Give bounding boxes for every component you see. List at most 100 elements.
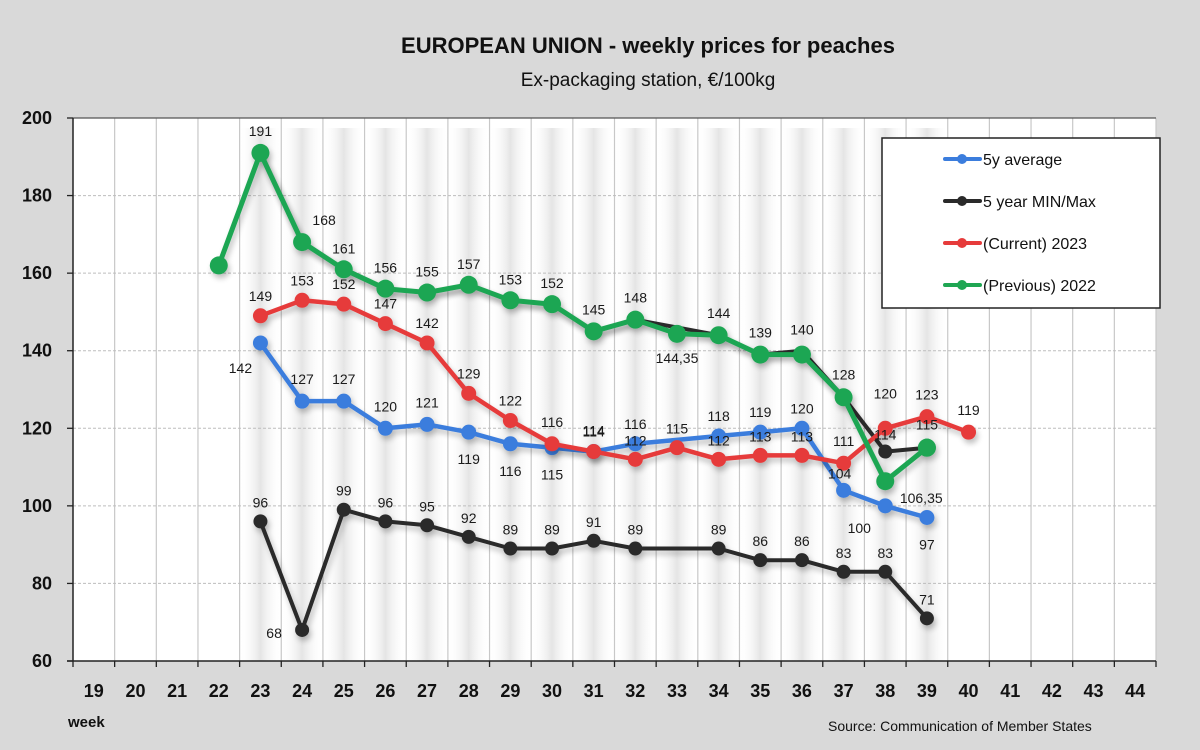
avg-point bbox=[461, 424, 477, 440]
source-note: Source: Communication of Member States bbox=[828, 718, 1092, 734]
y-tick-label: 180 bbox=[22, 186, 52, 206]
avg-data-label: 116 bbox=[499, 463, 522, 479]
min-line bbox=[258, 507, 929, 632]
min-data-label: 86 bbox=[752, 533, 768, 549]
column-shade bbox=[406, 128, 448, 661]
current-point bbox=[794, 447, 810, 463]
previous-data-label: 191 bbox=[249, 123, 273, 139]
current-data-label: 123 bbox=[915, 387, 939, 403]
x-tick-label: 43 bbox=[1084, 681, 1104, 701]
min-data-label: 96 bbox=[253, 494, 269, 510]
chart-subtitle: Ex-packaging station, €/100kg bbox=[521, 70, 776, 91]
legend-item: 5y average bbox=[943, 152, 1062, 169]
data-labels: 142 127 127 120 121 119 116 115 114 116 118 119 120 1… bbox=[229, 123, 980, 641]
previous-point bbox=[459, 275, 478, 294]
max-point bbox=[878, 444, 893, 459]
current-data-label: 114 bbox=[583, 423, 606, 439]
current-point bbox=[919, 409, 935, 425]
current-point bbox=[836, 455, 852, 471]
x-tick-label: 32 bbox=[625, 681, 645, 701]
current-data-label: 111 bbox=[833, 433, 854, 449]
min-point bbox=[794, 553, 809, 568]
current-point bbox=[544, 436, 560, 452]
previous-point bbox=[584, 322, 603, 341]
min-point bbox=[878, 564, 893, 579]
previous-point bbox=[917, 438, 936, 457]
column-shade bbox=[364, 128, 407, 661]
x-tick-label: 37 bbox=[834, 681, 854, 701]
x-tick-label: 21 bbox=[167, 681, 187, 701]
x-tick-label: 25 bbox=[334, 681, 354, 701]
avg-data-label: 104 bbox=[828, 465, 852, 481]
avg-data-label: 114 bbox=[583, 424, 606, 440]
current-data-label: 119 bbox=[957, 402, 980, 418]
avg-data-label: 121 bbox=[415, 394, 439, 410]
y-tick-label: 140 bbox=[22, 341, 52, 361]
y-tick-label: 60 bbox=[32, 651, 52, 671]
series-layer bbox=[209, 143, 977, 637]
min-point bbox=[836, 564, 851, 579]
avg-data-label: 120 bbox=[790, 400, 814, 416]
min-point bbox=[420, 518, 435, 533]
gridlines bbox=[73, 118, 1157, 661]
x-tick-label: 31 bbox=[584, 681, 604, 701]
current-point bbox=[377, 316, 393, 332]
min-data-label: 86 bbox=[794, 533, 810, 549]
min-point bbox=[503, 541, 518, 556]
current-point bbox=[752, 447, 768, 463]
avg-point bbox=[252, 335, 268, 351]
previous-data-label: 153 bbox=[499, 271, 523, 287]
current-point bbox=[294, 292, 310, 308]
min-point bbox=[711, 541, 726, 556]
previous-data-label: 144 bbox=[707, 305, 731, 321]
avg-point bbox=[752, 424, 768, 440]
current-data-label: 149 bbox=[249, 288, 273, 304]
legend-swatch-marker bbox=[957, 154, 967, 164]
column-shade bbox=[739, 128, 782, 661]
min-data-label: 89 bbox=[711, 522, 727, 538]
min-data-label: 89 bbox=[628, 522, 644, 538]
x-tick-label: 42 bbox=[1042, 681, 1062, 701]
current-data-label: 147 bbox=[374, 296, 398, 312]
column-shade bbox=[781, 128, 823, 661]
x-tick-label: 33 bbox=[667, 681, 687, 701]
current-data-label: 113 bbox=[749, 428, 772, 444]
current-line bbox=[258, 298, 971, 466]
min-point bbox=[378, 514, 393, 529]
x-tick-label: 44 bbox=[1125, 681, 1145, 701]
min-series bbox=[253, 502, 934, 637]
max-data-label: 114 bbox=[874, 427, 897, 443]
previous-point bbox=[334, 260, 353, 279]
x-tick-label: 30 bbox=[542, 681, 562, 701]
previous-data-label: 168 bbox=[312, 212, 336, 228]
min-point bbox=[295, 622, 310, 637]
min-data-label: 96 bbox=[378, 494, 394, 510]
legend-swatch-marker bbox=[957, 238, 967, 248]
chart-title: EUROPEAN UNION - weekly prices for peach… bbox=[401, 33, 895, 58]
previous-point bbox=[293, 233, 312, 252]
min-data-label: 83 bbox=[836, 545, 852, 561]
previous-point bbox=[751, 345, 770, 364]
legend-label: 5 year MIN/Max bbox=[983, 194, 1096, 211]
previous-data-label: 106,35 bbox=[900, 490, 943, 506]
column-shade bbox=[697, 128, 740, 661]
previous-data-label: 139 bbox=[749, 325, 773, 341]
avg-data-label: 118 bbox=[707, 408, 730, 424]
current-data-label: 115 bbox=[666, 421, 689, 437]
current-point bbox=[961, 424, 977, 440]
previous-data-label: 115 bbox=[916, 417, 939, 433]
previous-data-label: 128 bbox=[832, 366, 856, 382]
previous-data-label: 144,35 bbox=[656, 350, 699, 366]
x-tick-label: 19 bbox=[84, 681, 104, 701]
current-series bbox=[252, 292, 977, 471]
x-tick-label: 41 bbox=[1000, 681, 1020, 701]
previous-point bbox=[209, 256, 228, 275]
current-data-label: 152 bbox=[332, 276, 356, 292]
previous-data-label: 148 bbox=[624, 290, 648, 306]
avg-point bbox=[336, 393, 352, 409]
previous-data-label: 161 bbox=[332, 240, 356, 256]
current-point bbox=[627, 451, 643, 467]
previous-data-label: 156 bbox=[374, 260, 398, 276]
column-shade bbox=[614, 128, 657, 661]
